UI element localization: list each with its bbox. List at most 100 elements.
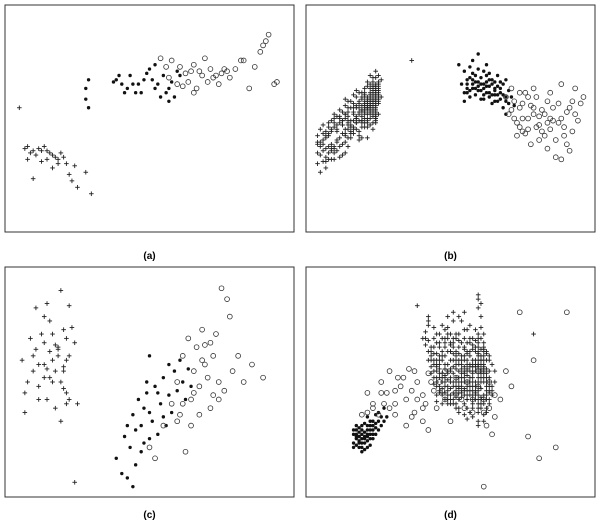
panel-a-circle-point [191, 89, 197, 96]
panel-c-plus-point [30, 368, 36, 374]
panel-b-plus-point [329, 148, 334, 154]
panel-d-plus-point [478, 375, 484, 380]
panel-d-plus-point [448, 386, 453, 391]
panel-b-plus-point [337, 154, 342, 160]
panel-b-plus-point [370, 105, 376, 111]
panel-c-plus-point [47, 349, 53, 354]
panel-d-dot-point [374, 432, 378, 437]
panel-d-dot-point [360, 432, 364, 437]
panel-b-circle-point [516, 104, 523, 111]
panel-c-plus-point [64, 357, 69, 363]
panel-b-circle-point [519, 100, 526, 107]
panel-d-circle-point [392, 400, 398, 407]
panel-b-circle-point [569, 128, 576, 135]
panel-b-dot-point [470, 78, 475, 82]
panel-d-circle-point [525, 433, 531, 440]
panel-c-circle-point [196, 411, 203, 418]
panel-d-plus-point [437, 353, 442, 359]
panel-c-circle-point [207, 405, 214, 411]
panel-d-circle-point [400, 374, 407, 381]
panel-b-plus-point [362, 107, 367, 113]
panel-b-dot-point [484, 63, 489, 67]
panel-d-plus-point [478, 405, 484, 411]
panel-b-plus-point [370, 120, 376, 126]
panel-d-plus-point [453, 388, 459, 394]
panel-d-plus-point [445, 392, 451, 398]
panel-c-dot-point [158, 402, 163, 406]
panel-a-dot-point [145, 71, 149, 76]
panel-d-plus-point [456, 368, 462, 374]
panel-b-plus-point [342, 116, 348, 121]
panel-c-dot-point [145, 391, 149, 395]
panel-d-dot-point [371, 419, 375, 423]
panel-b-dot-point [484, 84, 489, 88]
panel-d-plus-point [462, 388, 467, 394]
panel-b-dot-point [495, 99, 500, 104]
panel-b-dot-point [470, 86, 475, 91]
panel-d-plus-point [473, 344, 478, 350]
panel-a-plus-point [55, 161, 61, 166]
panel-a-dot-point [122, 91, 127, 95]
panel-d-dot-point [382, 419, 386, 423]
panel-b-plus-point [359, 94, 365, 100]
panel-c-plus-point [55, 347, 61, 352]
panel-a-dot-point [117, 73, 121, 78]
panel-b-dot-point [495, 93, 500, 97]
panel-d-circle-point [370, 400, 376, 407]
panel-b-dot-point [462, 91, 467, 95]
panel-c-circle-point [202, 342, 208, 348]
panel-d-plus-point [453, 336, 459, 341]
panel-d-dot-point [371, 432, 375, 437]
panel-c-plus-point [47, 318, 53, 324]
panel-a-dot-point [131, 82, 135, 86]
panel-c-dot-point [186, 367, 190, 371]
panel-c-plus-point [47, 375, 53, 380]
panel-a-circle-point [196, 68, 203, 74]
panel-b-plus-point [354, 94, 359, 100]
panel-b-plus-point [356, 90, 362, 95]
panel-a-circle-point [191, 61, 197, 68]
panel-d-dot-point [368, 432, 372, 437]
panel-d-plus-point [475, 305, 481, 311]
panel-b-plus-point [362, 120, 367, 126]
panel-a-plus-point [30, 148, 36, 154]
panel-d-plus-point [467, 375, 473, 380]
panel-c-circle-point [174, 418, 181, 425]
panel-b-dot-point [465, 82, 469, 86]
panel-b-plus-point [320, 122, 326, 128]
panel-d-dot-point [376, 419, 381, 423]
panel-d-dot-point [362, 441, 367, 445]
panel-b-dot-point [487, 84, 491, 88]
panel-d-plus-point [423, 329, 428, 335]
panel-d-plus-point [450, 401, 456, 407]
panel-b-plus-point [334, 114, 340, 119]
panel-a-plus-point [33, 152, 39, 158]
panel-c-circle-point [224, 296, 230, 302]
panel-c-circle-point [174, 379, 181, 385]
panel-c-plus-point [22, 390, 28, 396]
panel-a-plus-point [66, 172, 72, 177]
panel-c-plus-point [33, 305, 39, 311]
panel-d-plus-point [450, 318, 456, 324]
panel-b-plus-point [348, 129, 354, 134]
panel-b-plus-point [331, 124, 337, 130]
panel-b-dot-point [468, 65, 472, 69]
panel-d-plus-point [442, 344, 448, 350]
panel-b-plus-point [323, 165, 329, 171]
panel-a-dot-point [111, 80, 116, 84]
panel-d-dot-point [351, 445, 356, 450]
panel-a-circle-point [213, 72, 219, 79]
panel-c-circle-point [179, 400, 186, 407]
panel-a-plus-point [69, 178, 75, 184]
panel-b-plus-point [351, 118, 356, 123]
panel-b-dot-point [495, 84, 500, 88]
panel-c-plus-point [36, 362, 41, 367]
panel-b-plus-point [365, 116, 370, 121]
panel-d-dot-point [365, 445, 370, 450]
panel-b-plus-point [367, 122, 373, 128]
panel-a-dot-point [86, 106, 91, 110]
panel-d-circle-point [425, 370, 432, 377]
panel-b-plus-point [337, 120, 342, 126]
panel-d-dot-point [368, 423, 372, 428]
panel-d-dot-point [357, 426, 361, 430]
